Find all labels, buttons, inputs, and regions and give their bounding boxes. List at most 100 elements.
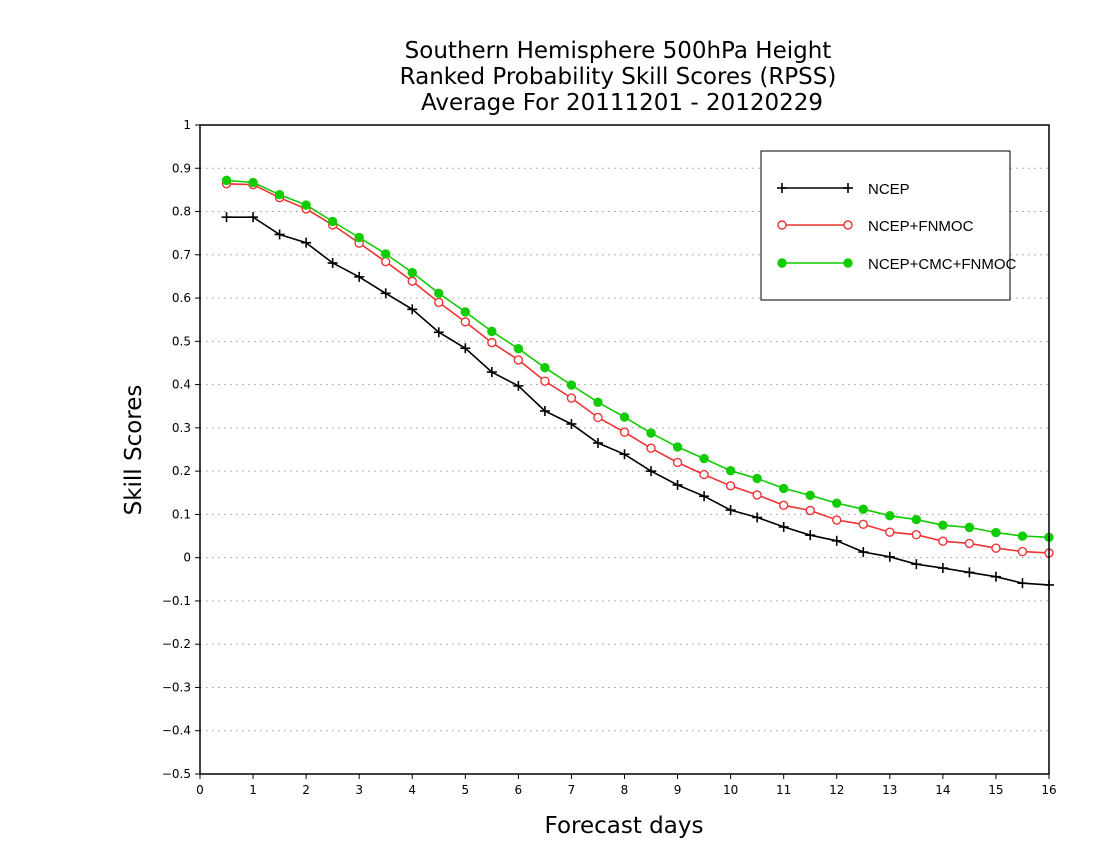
data-point <box>460 343 471 354</box>
y-tick-label: 0.9 <box>172 161 191 175</box>
data-point <box>301 200 311 210</box>
data-point <box>778 521 789 532</box>
y-tick-label: −0.5 <box>162 767 191 781</box>
data-point <box>354 271 365 282</box>
legend-label: NCEP+FNMOC <box>868 218 974 235</box>
data-point <box>407 304 418 315</box>
y-tick-label: 0.3 <box>172 421 191 435</box>
data-point <box>513 355 524 365</box>
data-point <box>672 457 683 468</box>
y-tick-label: 0.4 <box>172 378 191 392</box>
x-tick-label: 4 <box>408 783 416 797</box>
chart-title-line-1: Southern Hemisphere 500hPa Height <box>405 38 832 64</box>
data-point <box>938 520 948 530</box>
data-point <box>381 257 391 267</box>
y-tick-label: 0 <box>183 551 191 565</box>
data-point <box>619 427 630 437</box>
data-point <box>777 220 787 230</box>
y-tick-label: 0.6 <box>172 291 191 305</box>
data-point <box>832 498 842 508</box>
data-point <box>592 438 603 449</box>
data-point <box>805 490 815 501</box>
data-point <box>540 376 550 386</box>
data-point <box>646 466 657 477</box>
data-point <box>513 380 524 391</box>
x-tick-label: 3 <box>355 783 363 797</box>
x-tick-label: 11 <box>776 783 791 797</box>
data-point <box>460 317 471 327</box>
series-ncep-cmc-fnmoc <box>221 175 1054 543</box>
y-tick-label: 0.2 <box>172 464 191 478</box>
data-point <box>646 428 656 438</box>
y-tick-label: 1 <box>183 118 191 132</box>
series-line <box>226 216 1050 586</box>
legend-entry: NCEP+CMC+FNMOC <box>777 256 1017 273</box>
data-point <box>805 530 816 541</box>
x-tick-label: 13 <box>882 783 897 797</box>
data-point <box>884 551 895 562</box>
data-point <box>248 212 259 223</box>
x-axis-ticks: 0 1 2 3 4 5 6 7 8 9 10 11 12 13 14 15 16 <box>196 774 1057 797</box>
y-tick-label: −0.2 <box>162 637 191 651</box>
data-point <box>964 567 975 578</box>
data-point <box>831 535 842 546</box>
data-point <box>699 491 710 502</box>
chart-title-line-2: Ranked Probability Skill Scores (RPSS) <box>400 64 837 90</box>
data-point <box>777 183 787 193</box>
data-point <box>619 412 630 422</box>
data-point <box>1017 546 1028 557</box>
x-tick-label: 7 <box>568 783 576 797</box>
x-tick-label: 15 <box>988 783 1003 797</box>
data-point <box>752 490 762 500</box>
data-point <box>487 337 497 348</box>
data-point <box>843 183 853 193</box>
y-tick-label: 0.7 <box>172 248 191 262</box>
x-tick-label: 1 <box>249 783 257 797</box>
x-tick-label: 12 <box>829 783 844 797</box>
x-tick-label: 6 <box>515 783 523 797</box>
series-layer <box>221 175 1054 590</box>
data-point <box>593 412 603 423</box>
data-point <box>990 571 1001 582</box>
data-point <box>964 538 975 549</box>
series-ncep <box>221 212 1054 590</box>
data-point <box>699 453 709 464</box>
y-tick-label: −0.3 <box>162 680 191 694</box>
data-point <box>221 175 232 186</box>
data-point <box>433 327 444 338</box>
x-tick-label: 8 <box>621 783 629 797</box>
data-point <box>911 514 922 525</box>
data-point <box>513 343 524 354</box>
data-point <box>381 249 391 259</box>
x-tick-label: 5 <box>461 783 469 797</box>
data-point <box>460 307 471 317</box>
data-point <box>593 397 603 408</box>
y-tick-label: −0.4 <box>162 724 191 738</box>
legend-entry: NCEP+FNMOC <box>777 218 974 235</box>
data-point <box>752 473 762 484</box>
data-point <box>1017 578 1028 589</box>
data-point <box>672 442 683 452</box>
x-tick-label: 9 <box>674 783 682 797</box>
x-tick-label: 0 <box>196 783 204 797</box>
data-point <box>619 449 630 460</box>
data-point <box>725 481 736 491</box>
chart-title: Southern Hemisphere 500hPa Height Ranked… <box>400 38 837 116</box>
data-point <box>274 189 285 200</box>
data-point <box>777 258 787 268</box>
data-point <box>911 530 922 540</box>
data-point <box>778 483 789 494</box>
data-point <box>646 443 656 453</box>
data-point <box>778 500 789 511</box>
data-point <box>991 527 1001 538</box>
data-point <box>434 297 444 308</box>
data-point <box>539 405 550 416</box>
data-point <box>699 469 709 480</box>
data-point <box>327 258 338 269</box>
x-tick-label: 2 <box>302 783 310 797</box>
data-point <box>354 232 364 243</box>
y-tick-label: −0.1 <box>162 594 191 608</box>
data-point <box>843 258 853 268</box>
legend-label: NCEP <box>868 181 910 198</box>
